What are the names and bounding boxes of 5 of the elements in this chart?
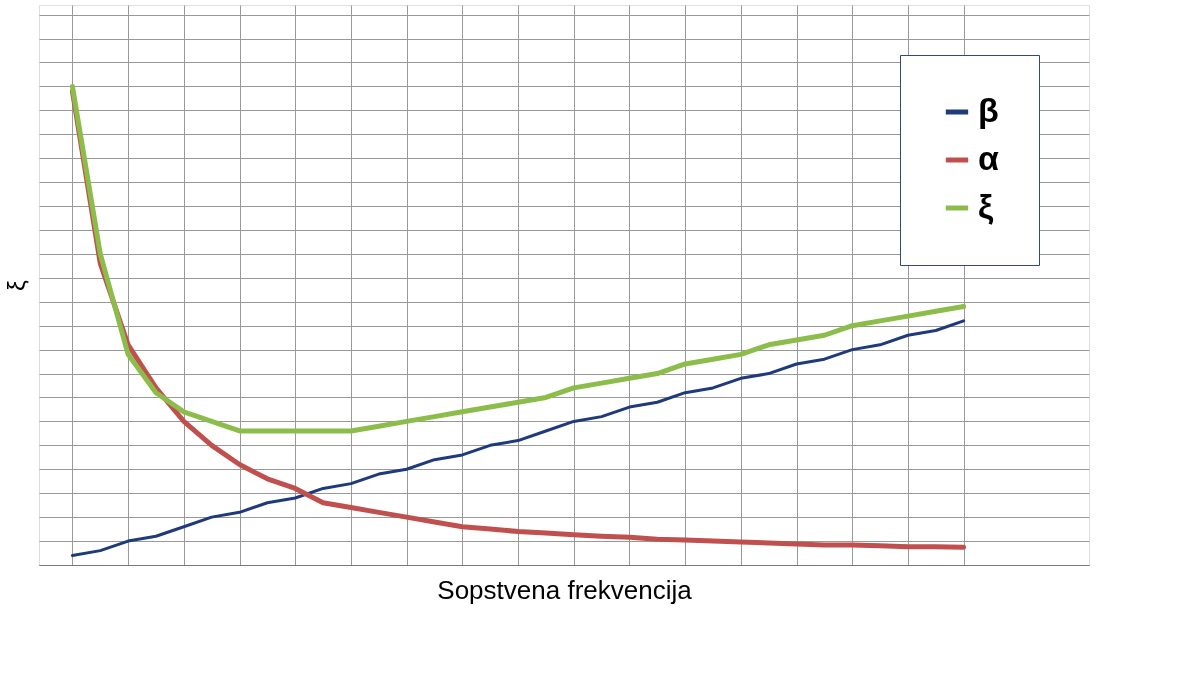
x-axis-title: Sopstvena frekvencija	[437, 574, 693, 605]
legend-label: β	[978, 91, 999, 129]
legend-label: α	[978, 139, 999, 177]
y-axis-title: ξ	[2, 279, 30, 291]
legend-label: ξ	[978, 187, 994, 225]
